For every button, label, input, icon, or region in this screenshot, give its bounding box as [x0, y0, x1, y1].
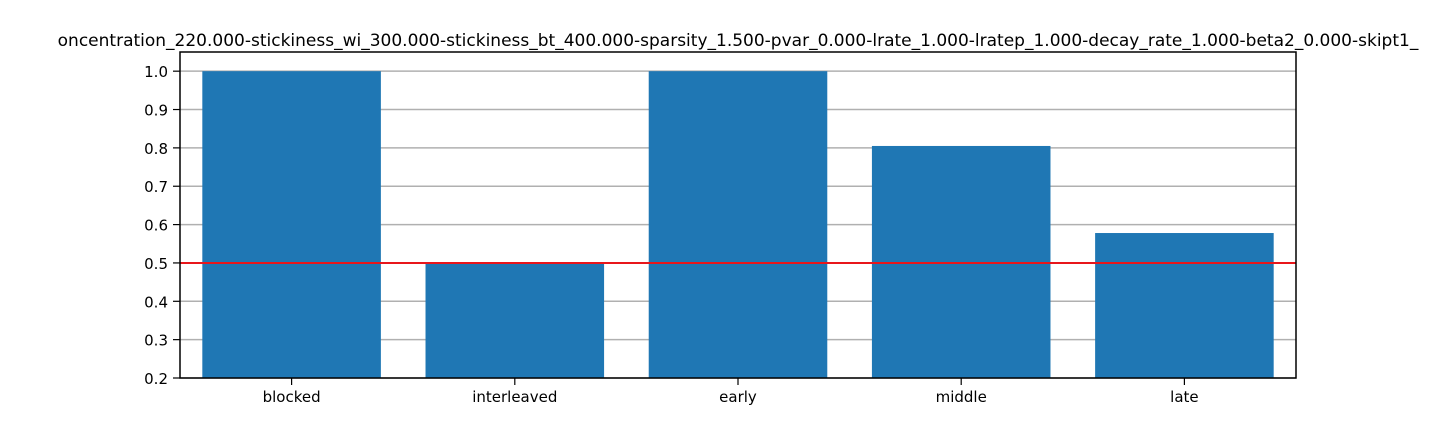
bar-blocked	[202, 71, 381, 379]
bar-late	[1095, 233, 1274, 378]
axes	[173, 51, 1297, 385]
y-tick-label: 0.2	[144, 370, 168, 388]
x-tick-label: middle	[936, 388, 987, 406]
x-tick-label: interleaved	[472, 388, 557, 406]
y-tick-label: 0.6	[144, 217, 168, 235]
bar-interleaved	[425, 262, 605, 378]
y-tick-label: 0.5	[144, 255, 168, 273]
y-tick-label: 0.4	[144, 293, 168, 311]
x-tick-label: late	[1170, 388, 1198, 406]
y-tick-label: 0.7	[144, 178, 168, 196]
bars	[202, 71, 1274, 379]
x-tick-labels: blocked interleaved early middle late	[263, 388, 1199, 406]
x-tick-label: blocked	[263, 388, 321, 406]
y-tick-label: 0.3	[144, 332, 168, 350]
chart-title: oncentration_220.000-stickiness_wi_300.0…	[58, 31, 1419, 51]
plot-frame	[179, 51, 1297, 379]
y-tick-labels: 0.2 0.3 0.4 0.5 0.6 0.7 0.8 0.9 1.0	[144, 63, 168, 388]
bar-early	[648, 71, 828, 379]
y-tick-label: 1.0	[144, 63, 168, 81]
y-tick-label: 0.9	[144, 102, 168, 120]
y-tick-label: 0.8	[144, 140, 168, 158]
x-tick-label: early	[719, 388, 757, 406]
